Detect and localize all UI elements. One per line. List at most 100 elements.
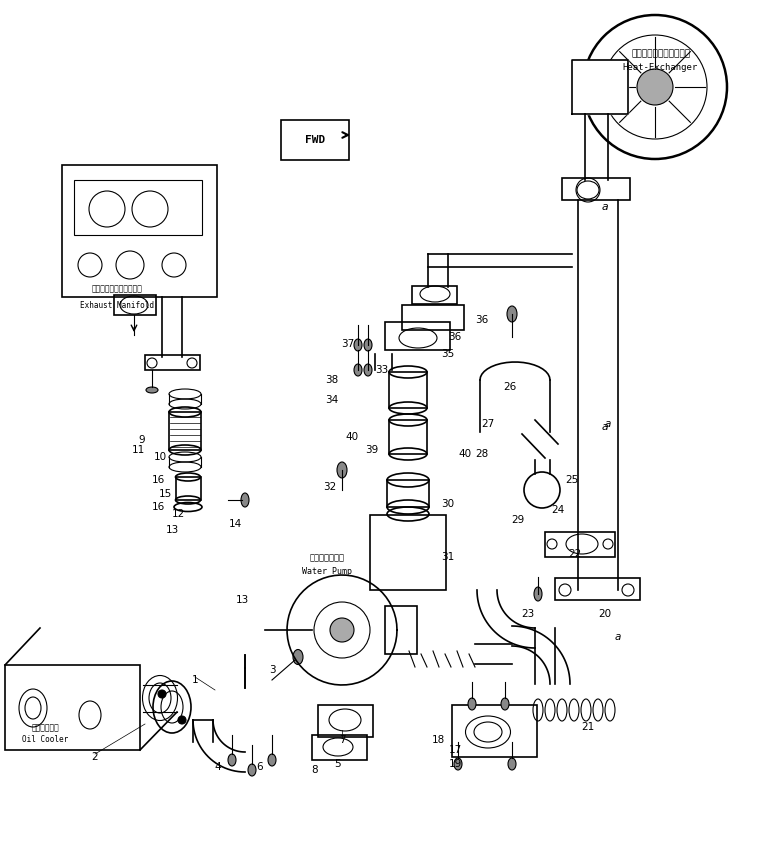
Ellipse shape (241, 493, 249, 507)
Text: a: a (602, 202, 608, 212)
Text: 29: 29 (511, 515, 524, 525)
Ellipse shape (337, 462, 347, 478)
Text: 13: 13 (236, 595, 249, 605)
Text: 8: 8 (312, 765, 318, 775)
Text: 5: 5 (334, 759, 341, 769)
Text: 9: 9 (138, 435, 145, 445)
Text: 23: 23 (521, 609, 534, 619)
Ellipse shape (364, 364, 372, 376)
Text: 30: 30 (442, 499, 454, 509)
Circle shape (637, 69, 673, 105)
Bar (387, 480, 429, 507)
Ellipse shape (454, 758, 462, 770)
Text: 40: 40 (458, 449, 471, 459)
Polygon shape (572, 60, 628, 114)
Ellipse shape (468, 698, 476, 710)
Text: 32: 32 (323, 482, 337, 492)
Ellipse shape (364, 339, 372, 351)
Text: ウォータポンプ: ウォータポンプ (309, 553, 344, 562)
Bar (370, 515, 446, 590)
Text: 2: 2 (92, 752, 98, 762)
Text: 1: 1 (192, 675, 198, 685)
Text: 38: 38 (325, 375, 339, 385)
Bar (312, 735, 367, 760)
Text: 14: 14 (228, 519, 242, 529)
Text: 10: 10 (154, 452, 166, 462)
Ellipse shape (268, 754, 276, 766)
Text: Exhaust Manifold: Exhaust Manifold (80, 301, 154, 310)
Text: 27: 27 (481, 419, 495, 429)
Bar (562, 178, 630, 200)
Ellipse shape (354, 339, 362, 351)
Bar (145, 355, 200, 370)
Ellipse shape (354, 364, 362, 376)
Text: 3: 3 (269, 665, 275, 675)
Text: 25: 25 (565, 475, 578, 485)
Text: 34: 34 (325, 395, 339, 405)
Bar (385, 606, 417, 654)
Bar (545, 532, 615, 557)
Text: 36: 36 (475, 315, 489, 325)
Text: 4: 4 (214, 762, 221, 772)
Bar (402, 305, 464, 330)
Text: 7: 7 (339, 735, 345, 745)
Text: 13: 13 (166, 525, 179, 535)
Text: Water Pump: Water Pump (302, 568, 352, 577)
Text: 22: 22 (568, 549, 581, 559)
Bar (412, 286, 457, 304)
Ellipse shape (228, 754, 236, 766)
Bar (114, 295, 156, 315)
Circle shape (178, 716, 186, 724)
Text: 21: 21 (581, 722, 594, 732)
Text: 6: 6 (257, 762, 263, 772)
Text: 33: 33 (375, 365, 388, 375)
Text: 18: 18 (432, 735, 445, 745)
Text: 17: 17 (448, 745, 461, 755)
Text: Oil Cooler: Oil Cooler (22, 736, 68, 744)
Ellipse shape (293, 649, 303, 664)
Bar (176, 477, 201, 500)
Text: 36: 36 (448, 332, 461, 342)
Text: 28: 28 (475, 449, 489, 459)
Ellipse shape (248, 764, 256, 776)
FancyBboxPatch shape (281, 120, 349, 160)
Circle shape (158, 690, 166, 698)
Bar (62, 165, 217, 297)
Text: 24: 24 (551, 505, 565, 515)
Text: ヒートエクスチェンジャ: ヒートエクスチェンジャ (632, 50, 691, 58)
Text: 40: 40 (346, 432, 359, 442)
Text: Heat-Exchanger: Heat-Exchanger (622, 62, 697, 72)
Circle shape (330, 618, 354, 642)
Text: 35: 35 (442, 349, 454, 359)
Bar (318, 705, 373, 737)
Text: 26: 26 (503, 382, 517, 392)
Bar (389, 372, 427, 408)
Text: a: a (602, 422, 608, 432)
Text: 39: 39 (366, 445, 378, 455)
Text: オイルクーラ: オイルクーラ (31, 723, 59, 733)
Bar (555, 578, 640, 600)
Text: 19: 19 (448, 759, 461, 769)
Text: 11: 11 (131, 445, 144, 455)
Bar (5, 665, 140, 750)
Text: FWD: FWD (305, 135, 325, 145)
Text: 37: 37 (341, 339, 355, 349)
Text: a: a (605, 419, 611, 429)
Ellipse shape (146, 387, 158, 393)
Bar (389, 420, 427, 454)
Bar (74, 180, 202, 235)
Text: 20: 20 (598, 609, 612, 619)
Text: 16: 16 (151, 475, 165, 485)
Text: 12: 12 (171, 509, 185, 519)
Ellipse shape (508, 758, 516, 770)
Ellipse shape (534, 587, 542, 601)
Text: 31: 31 (442, 552, 454, 562)
Bar (169, 412, 201, 450)
Ellipse shape (507, 306, 517, 322)
Ellipse shape (501, 698, 509, 710)
Text: a: a (615, 632, 621, 642)
Text: 16: 16 (151, 502, 165, 512)
Bar (452, 705, 537, 757)
Bar (385, 322, 450, 350)
Text: エキゾーストマニホルド: エキゾーストマニホルド (91, 285, 142, 294)
